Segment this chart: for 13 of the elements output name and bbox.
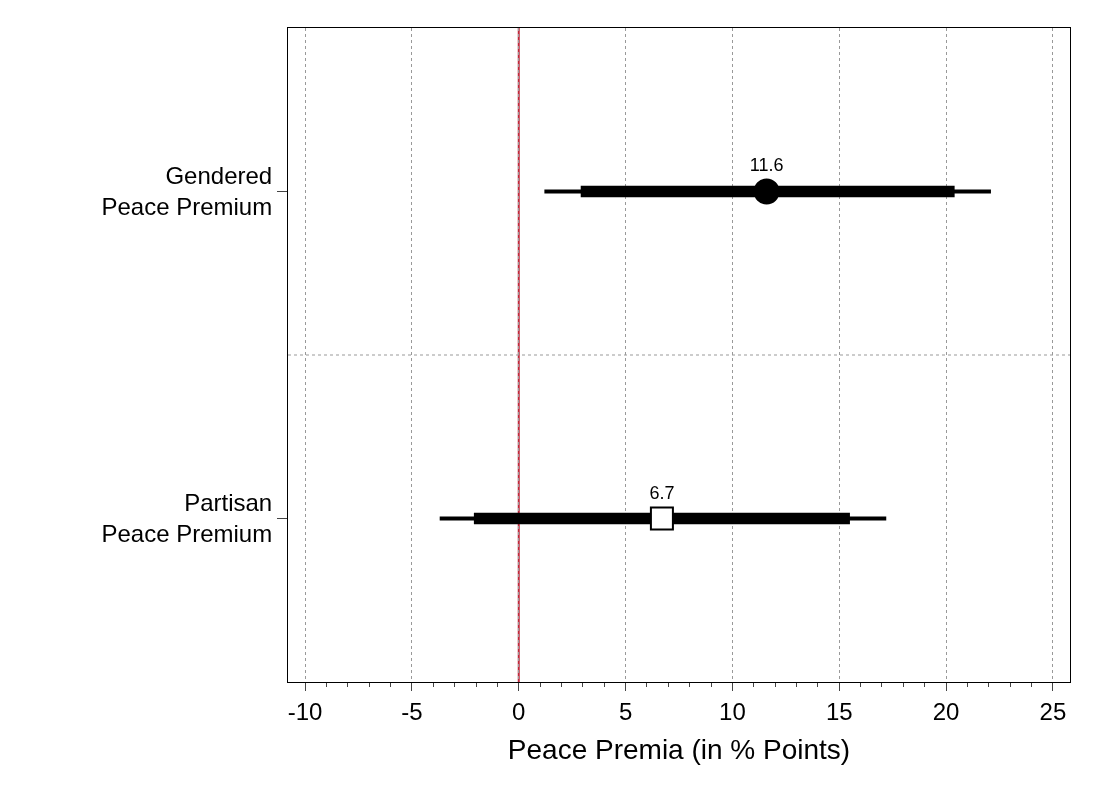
x-tick-label: 15 (825, 697, 853, 725)
x-tick-label: 20 (932, 697, 960, 725)
data-label: 6.7 (649, 483, 675, 504)
y-tick-label: Gendered Peace Premium (101, 162, 273, 221)
y-tick-label: Partisan Peace Premium (101, 489, 273, 548)
x-tick-label: -10 (287, 697, 323, 725)
x-tick-label: 10 (719, 697, 746, 725)
x-tick-label: 0 (512, 697, 526, 725)
x-tick-label: 5 (618, 697, 633, 725)
x-tick-label: 25 (1039, 697, 1067, 725)
data-label: 11.6 (749, 155, 784, 175)
x-axis-title: Peace Premia (in % Points) (507, 733, 851, 765)
x-tick-label: -5 (401, 697, 423, 725)
